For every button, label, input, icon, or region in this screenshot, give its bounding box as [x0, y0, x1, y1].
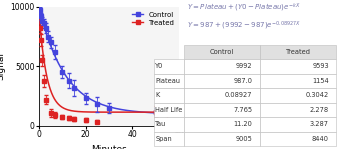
X-axis label: Minutes: Minutes: [91, 145, 127, 149]
Text: $\it{Y = Plateau + (Y0 - Plateau)e^{-k X}}$: $\it{Y = Plateau + (Y0 - Plateau)e^{-k X…: [187, 1, 301, 14]
Y-axis label: Signal: Signal: [0, 52, 5, 80]
Text: $\it{Y = 987 + (9992 - 987)e^{-0.08927 X}}$: $\it{Y = 987 + (9992 - 987)e^{-0.08927 X…: [187, 19, 301, 32]
Legend: Control, Treated: Control, Treated: [131, 10, 176, 27]
